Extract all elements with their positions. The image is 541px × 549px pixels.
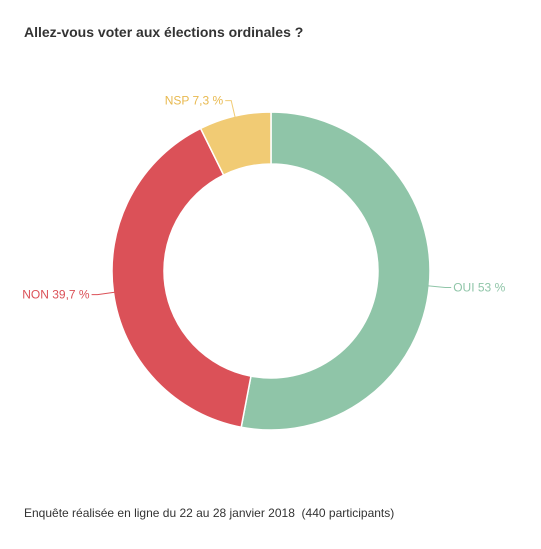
donut-slice-nsp bbox=[199, 111, 272, 177]
donut-slice-non bbox=[111, 127, 252, 429]
label-connector-oui bbox=[427, 285, 452, 288]
data-label-nsp: NSP 7,3 % bbox=[165, 94, 224, 108]
label-connector-nsp bbox=[225, 100, 236, 119]
donut-slice-oui bbox=[240, 111, 431, 431]
label-connector-non bbox=[91, 291, 116, 296]
data-label-oui: OUI 53 % bbox=[453, 280, 505, 294]
data-label-non: NON 39,7 % bbox=[22, 288, 90, 302]
chart-title: Allez-vous voter aux élections ordinales… bbox=[24, 24, 304, 40]
survey-footnote: Enquête réalisée en ligne du 22 au 28 ja… bbox=[24, 506, 395, 520]
